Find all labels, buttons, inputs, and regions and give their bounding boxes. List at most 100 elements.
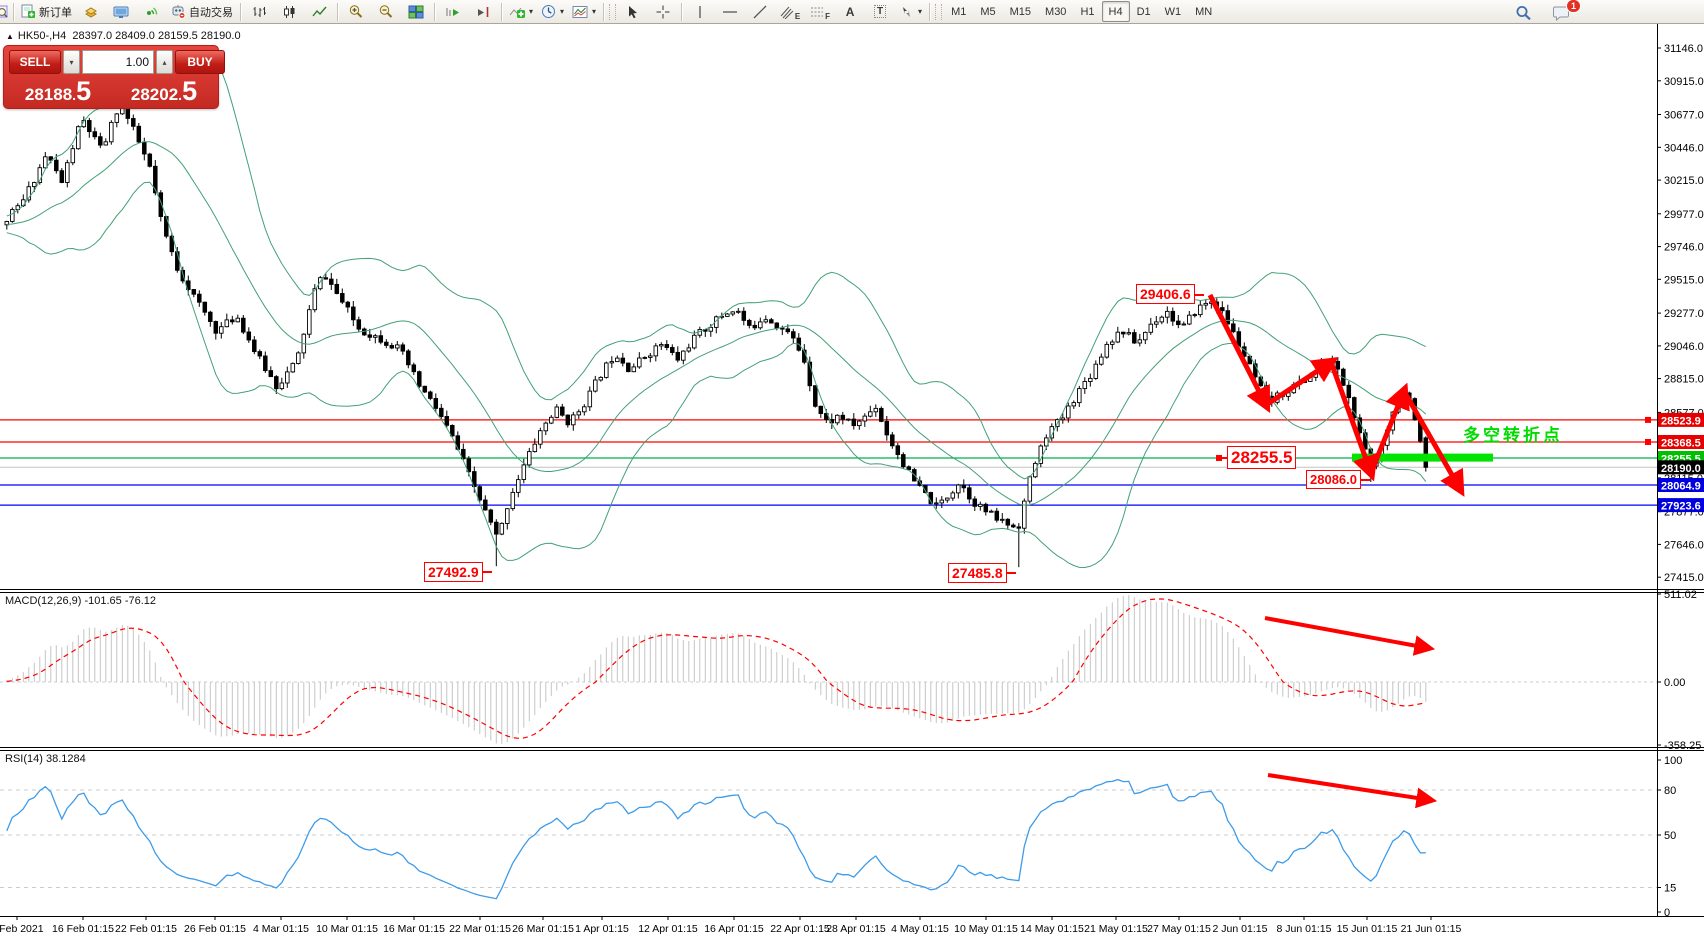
templates-button[interactable]: ▾ — [568, 1, 600, 22]
crosshair-tool[interactable] — [648, 1, 678, 22]
price-annotation-box: 28255.5 — [1227, 446, 1297, 469]
zoom-in-icon[interactable] — [341, 1, 371, 22]
chevron-down-icon: ▾ — [69, 57, 74, 67]
cursor-icon — [629, 5, 638, 18]
svg-text:29746.0: 29746.0 — [1664, 242, 1704, 254]
price-annotation-box: 29406.6 — [1136, 284, 1195, 304]
svg-text:27646.0: 27646.0 — [1664, 539, 1704, 551]
search-icon[interactable] — [1508, 2, 1538, 23]
svg-text:31146.0: 31146.0 — [1664, 43, 1703, 55]
timeframe-M30[interactable]: M30 — [1045, 5, 1067, 18]
autotrading-button[interactable]: 自动交易 — [166, 1, 237, 22]
svg-text:28368.5: 28368.5 — [1661, 438, 1701, 450]
trendline-tool[interactable] — [745, 1, 775, 22]
chart-window-icon[interactable] — [0, 2, 10, 21]
zoom-out-icon[interactable] — [371, 1, 401, 22]
horizontal-line-tool[interactable] — [715, 1, 745, 22]
svg-text:27 May 01:15: 27 May 01:15 — [1147, 923, 1211, 935]
signals-icon[interactable] — [136, 1, 166, 22]
svg-text:100: 100 — [1664, 755, 1682, 767]
svg-text:28064.9: 28064.9 — [1661, 481, 1701, 493]
cursor-tool[interactable] — [618, 1, 648, 22]
buy-price[interactable]: 28202.5 — [130, 76, 198, 106]
timeframe-MN[interactable]: MN — [1195, 5, 1213, 18]
rsi-level-lines — [0, 789, 1657, 888]
quotes-gold-icon[interactable] — [76, 1, 106, 22]
autotrading-icon — [172, 5, 186, 19]
line-chart-mode-icon[interactable] — [304, 1, 334, 22]
arrows-tool[interactable]: ▾ — [895, 1, 926, 22]
volume-increase-button[interactable]: ▴ — [156, 50, 173, 74]
one-click-prices: 28188.5 28202.5 — [9, 77, 213, 109]
svg-text:10 Mar 01:15: 10 Mar 01:15 — [316, 923, 378, 935]
separator — [681, 2, 683, 21]
text-tool[interactable]: A — [835, 1, 865, 22]
indicators-icon — [509, 7, 525, 18]
channel-glyph: E — [794, 12, 801, 21]
separator — [501, 2, 502, 21]
sell-button[interactable]: SELL — [9, 50, 61, 74]
timeframe-H1[interactable]: H1 — [1080, 5, 1095, 18]
price-annotation-box: 28086.0 — [1306, 470, 1361, 489]
tile-windows-icon[interactable] — [401, 1, 431, 22]
fibonacci-tool[interactable]: F — [805, 1, 835, 22]
new-order-label: 新订单 — [39, 6, 72, 19]
chat-notifications-button[interactable]: 1 — [1546, 0, 1581, 23]
bar-chart-mode-icon[interactable] — [244, 1, 274, 22]
svg-text:30215.0: 30215.0 — [1664, 175, 1704, 187]
svg-text:21 Jun 01:15: 21 Jun 01:15 — [1401, 923, 1462, 935]
panel-separators — [0, 23, 1704, 917]
svg-text:30915.0: 30915.0 — [1664, 76, 1704, 88]
separator — [603, 2, 605, 21]
text-label-tool[interactable]: T — [865, 1, 895, 22]
annotation-connector — [483, 571, 492, 573]
clock-icon — [542, 5, 556, 18]
timeframe-W1[interactable]: W1 — [1164, 5, 1182, 18]
dropdown-arrow-icon: ▾ — [918, 7, 923, 16]
annotation-connector — [1361, 479, 1370, 481]
auto-scroll-icon[interactable] — [438, 1, 468, 22]
timeframe-H4[interactable]: H4 — [1101, 1, 1130, 22]
bollinger-bands — [6, 53, 1427, 569]
toolbar-grip — [609, 3, 617, 20]
annotation-connector — [1218, 457, 1227, 459]
candlestick-mode-icon[interactable] — [274, 1, 304, 22]
svg-text:0: 0 — [1664, 907, 1670, 919]
separator — [337, 2, 338, 21]
indicators-button[interactable]: ▾ — [505, 1, 537, 22]
buy-button[interactable]: BUY — [175, 50, 225, 74]
one-click-trading-panel: SELL ▾ ▴ BUY 28188.5 28202.5 — [3, 45, 225, 109]
trendline-icon — [753, 5, 767, 18]
svg-text:30446.0: 30446.0 — [1664, 142, 1704, 154]
volume-input[interactable] — [82, 50, 154, 74]
turning-point-annotation: 多空转折点 — [1463, 426, 1563, 445]
channel-tool[interactable]: E — [775, 1, 805, 22]
volume-decrease-button[interactable]: ▾ — [63, 50, 80, 74]
separator — [929, 2, 931, 21]
svg-text:29515.0: 29515.0 — [1664, 274, 1704, 286]
new-order-button[interactable]: 新订单 — [17, 1, 76, 22]
timeframe-M5[interactable]: M5 — [980, 5, 996, 18]
price-annotation-box: 27485.8 — [948, 563, 1007, 583]
autotrading-label: 自动交易 — [189, 6, 233, 19]
svg-text:28190.0: 28190.0 — [1661, 463, 1701, 475]
chart-shift-icon[interactable] — [468, 1, 498, 22]
vertical-line-tool[interactable] — [685, 1, 715, 22]
separator — [240, 2, 241, 21]
timeframe-D1[interactable]: D1 — [1136, 5, 1151, 18]
price-axis[interactable]: 31146.0 30915.0 30677.0 30446.0 30215.0 29977… — [1657, 43, 1704, 919]
red-zigzag-arrows — [1207, 293, 1465, 497]
top-toolbar: 新订单 自动交易 ▾ ▾ — [0, 0, 1704, 24]
collapse-arrow-icon[interactable]: ▲ — [6, 32, 14, 41]
sell-price[interactable]: 28188.5 — [24, 76, 92, 106]
separator — [13, 2, 14, 21]
toolbar-grip — [935, 3, 943, 20]
timeframe-M1[interactable]: M1 — [951, 5, 967, 18]
periods-button[interactable]: ▾ — [537, 1, 568, 22]
terminal-icon[interactable] — [106, 1, 136, 22]
timeframe-M15[interactable]: M15 — [1009, 5, 1032, 18]
one-click-controls: SELL ▾ ▴ BUY — [9, 50, 225, 74]
